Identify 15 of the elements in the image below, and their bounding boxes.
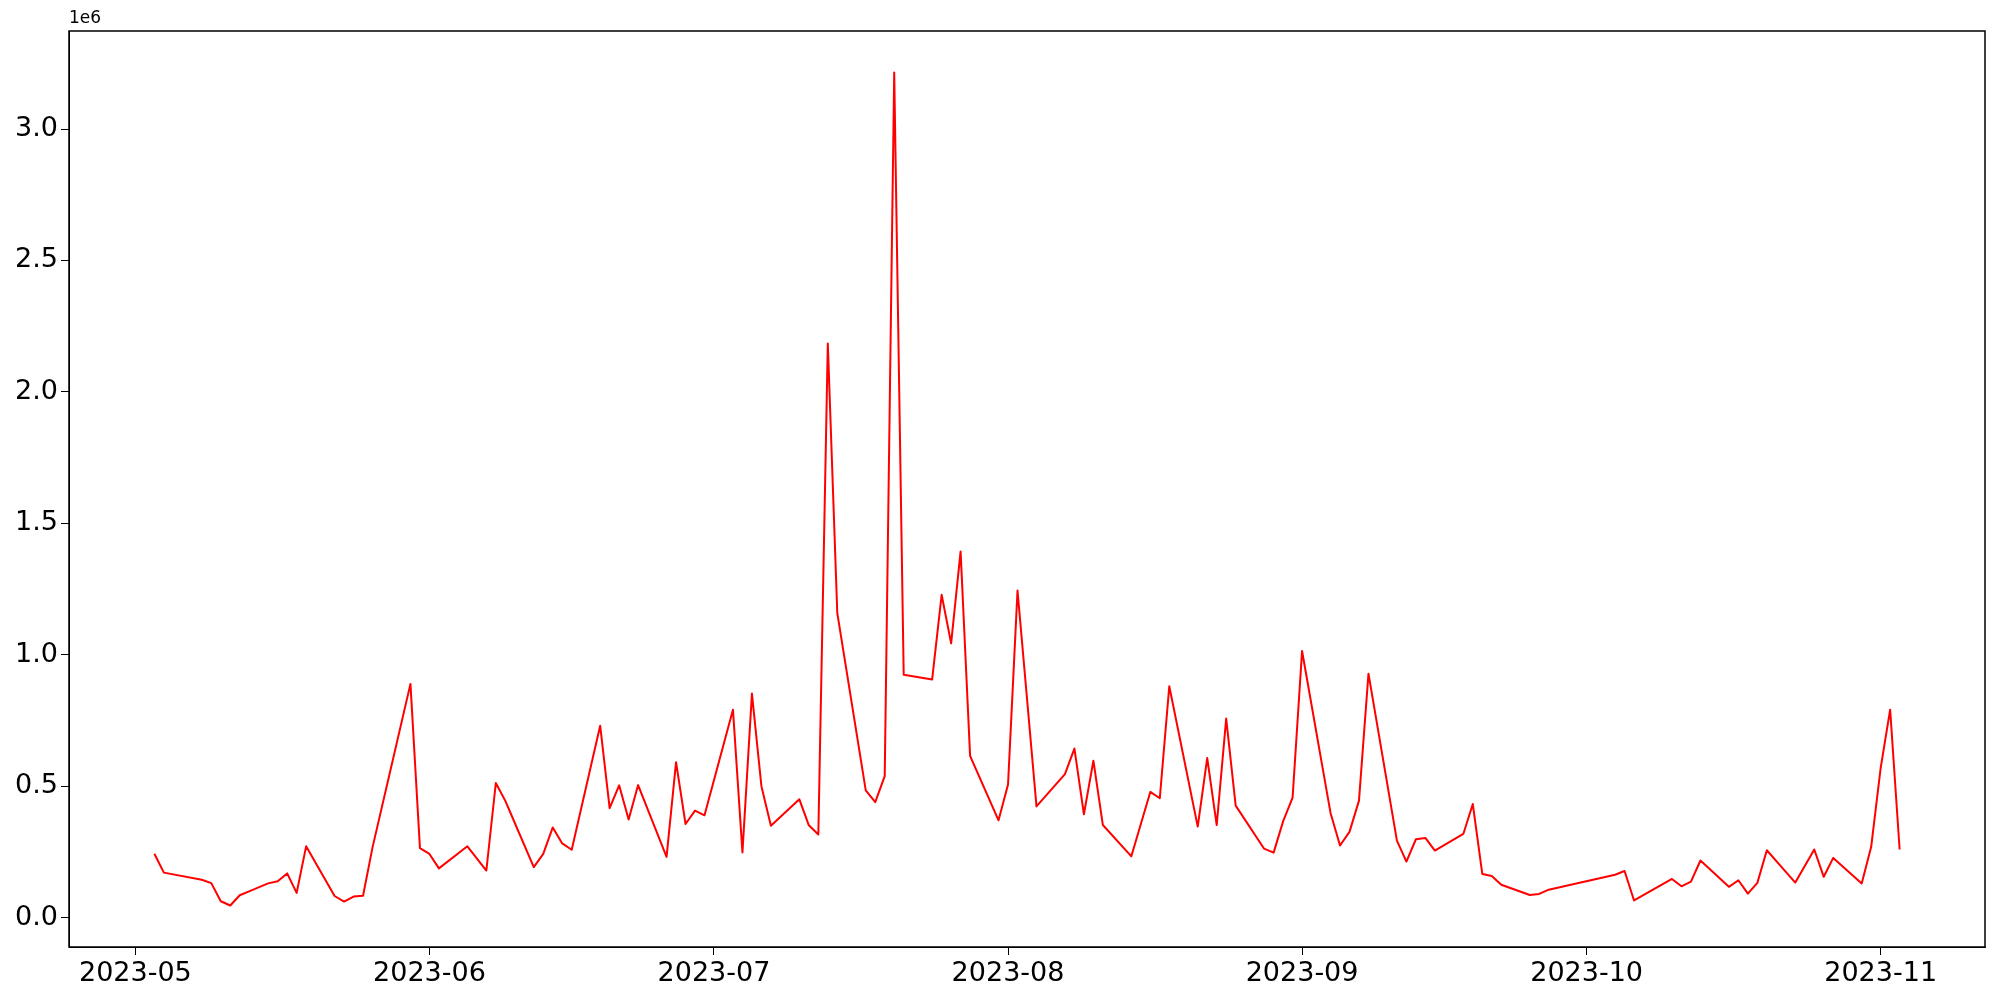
y-tick-label: 2.0 bbox=[15, 373, 58, 405]
y-tick-label: 1.5 bbox=[15, 505, 58, 537]
y-tick-label: 0.0 bbox=[15, 899, 58, 931]
y-tick-label: 3.0 bbox=[15, 111, 58, 143]
y-tick-label: 1.0 bbox=[15, 636, 58, 668]
x-tick-label: 2023-11 bbox=[1824, 956, 1938, 988]
y-tick-label: 2.5 bbox=[15, 242, 58, 274]
x-tick-label: 2023-10 bbox=[1530, 956, 1644, 988]
x-tick-label: 2023-07 bbox=[657, 956, 771, 988]
x-tick-label: 2023-08 bbox=[951, 956, 1065, 988]
x-tick-label: 2023-05 bbox=[78, 956, 192, 988]
x-tick-label: 2023-06 bbox=[373, 956, 486, 988]
y-tick-label: 0.5 bbox=[15, 768, 58, 800]
x-tick-label: 2023-09 bbox=[1245, 956, 1359, 988]
text: 1e6 bbox=[69, 6, 102, 27]
